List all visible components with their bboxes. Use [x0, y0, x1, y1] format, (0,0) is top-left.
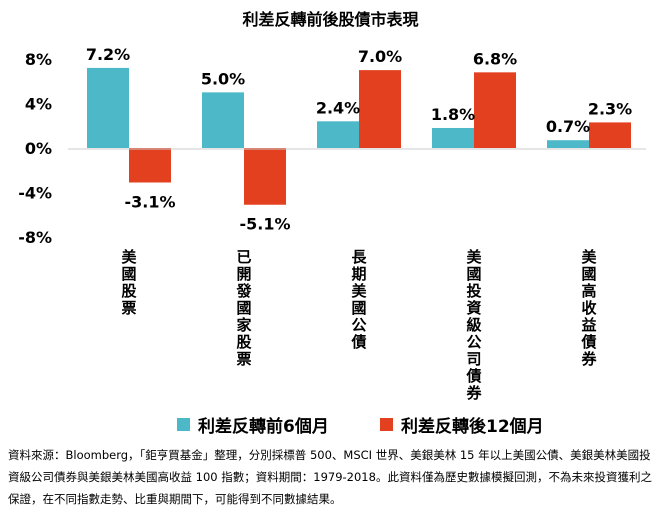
legend-swatch-after [380, 418, 393, 431]
bars [87, 67, 631, 205]
category-label: 美國股票 [121, 248, 137, 317]
legend: 利差反轉前6個月 利差反轉後12個月 [0, 412, 661, 438]
y-tick-label: 8% [25, 50, 52, 69]
value-label: 6.8% [473, 49, 517, 68]
y-tick-label: -4% [18, 184, 52, 203]
category-label: 已開發國家股票 [235, 248, 252, 368]
value-labels: 7.2% -3.1% 5.0% -5.1% 2.4% 7.0% 1.8% 6.8% 0.7%2.… [86, 45, 632, 234]
value-label: -5.1% [239, 215, 290, 234]
bar-after [359, 70, 401, 148]
bar-before [547, 140, 589, 148]
chart-title: 利差反轉前後股債市表現 [242, 10, 419, 29]
legend-item-before: 利差反轉前6個月 [177, 412, 329, 437]
bar-before [432, 127, 474, 148]
value-label: 7.2% [86, 45, 130, 64]
value-label: -3.1% [124, 192, 175, 211]
bar-before [202, 92, 244, 148]
value-label: 2.3% [588, 99, 632, 118]
bar-before [317, 121, 359, 148]
legend-label-before: 利差反轉前6個月 [198, 417, 329, 437]
category-labels: 美國股票 已開發國家股票 長期美國公債 美國投資級公司債券 美國高收益債券 [121, 248, 597, 402]
y-tick-label: 4% [25, 95, 52, 114]
value-label: 0.7% [546, 117, 590, 136]
bar-before [87, 67, 129, 148]
value-label: 7.0% [358, 47, 402, 66]
bar-after [244, 148, 286, 205]
source-note: 資料來源：Bloomberg，「鉅亨買基金」整理，分別採標普 500、MSCI … [8, 448, 652, 506]
legend-swatch-before [177, 418, 190, 431]
bar-after [589, 122, 631, 148]
y-tick-label: -8% [18, 228, 52, 247]
y-axis-ticks: 8% 4% 0% -4% -8% [18, 50, 52, 247]
bar-chart: 8% 4% 0% -4% -8% 7.2% -3.1% 5.0% -5.1% 2.4% 7.0% 1… [18, 45, 646, 402]
value-label: 5.0% [201, 69, 245, 88]
value-label: 1.8% [431, 105, 475, 124]
bar-after [129, 148, 171, 183]
category-label: 美國投資級公司債券 [465, 248, 482, 402]
y-tick-label: 0% [25, 139, 52, 158]
legend-item-after: 利差反轉後12個月 [380, 412, 544, 437]
value-label: 2.4% [316, 98, 360, 117]
category-label: 美國高收益債券 [580, 248, 597, 368]
bar-after [474, 72, 516, 148]
category-label: 長期美國公債 [350, 248, 367, 351]
legend-label-after: 利差反轉後12個月 [401, 417, 544, 437]
